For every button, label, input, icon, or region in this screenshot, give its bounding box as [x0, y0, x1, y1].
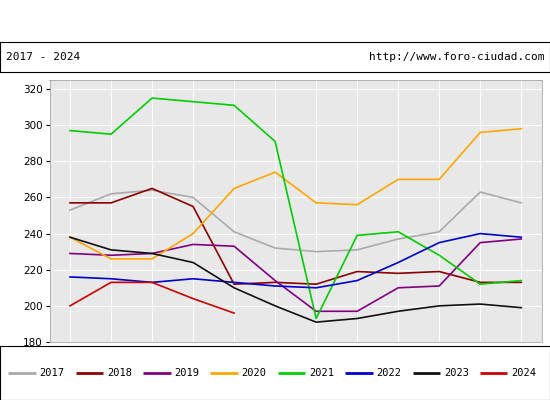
Text: 2017 - 2024: 2017 - 2024 — [6, 52, 80, 62]
Text: Evolucion del paro registrado en Vilafant: Evolucion del paro registrado en Vilafan… — [126, 14, 424, 28]
Text: 2024: 2024 — [512, 368, 536, 378]
Text: 2021: 2021 — [309, 368, 334, 378]
Text: 2020: 2020 — [242, 368, 267, 378]
Text: 2018: 2018 — [107, 368, 132, 378]
Text: 2023: 2023 — [444, 368, 469, 378]
Text: http://www.foro-ciudad.com: http://www.foro-ciudad.com — [369, 52, 544, 62]
Text: 2017: 2017 — [40, 368, 64, 378]
Text: 2022: 2022 — [377, 368, 402, 378]
Text: 2019: 2019 — [174, 368, 199, 378]
